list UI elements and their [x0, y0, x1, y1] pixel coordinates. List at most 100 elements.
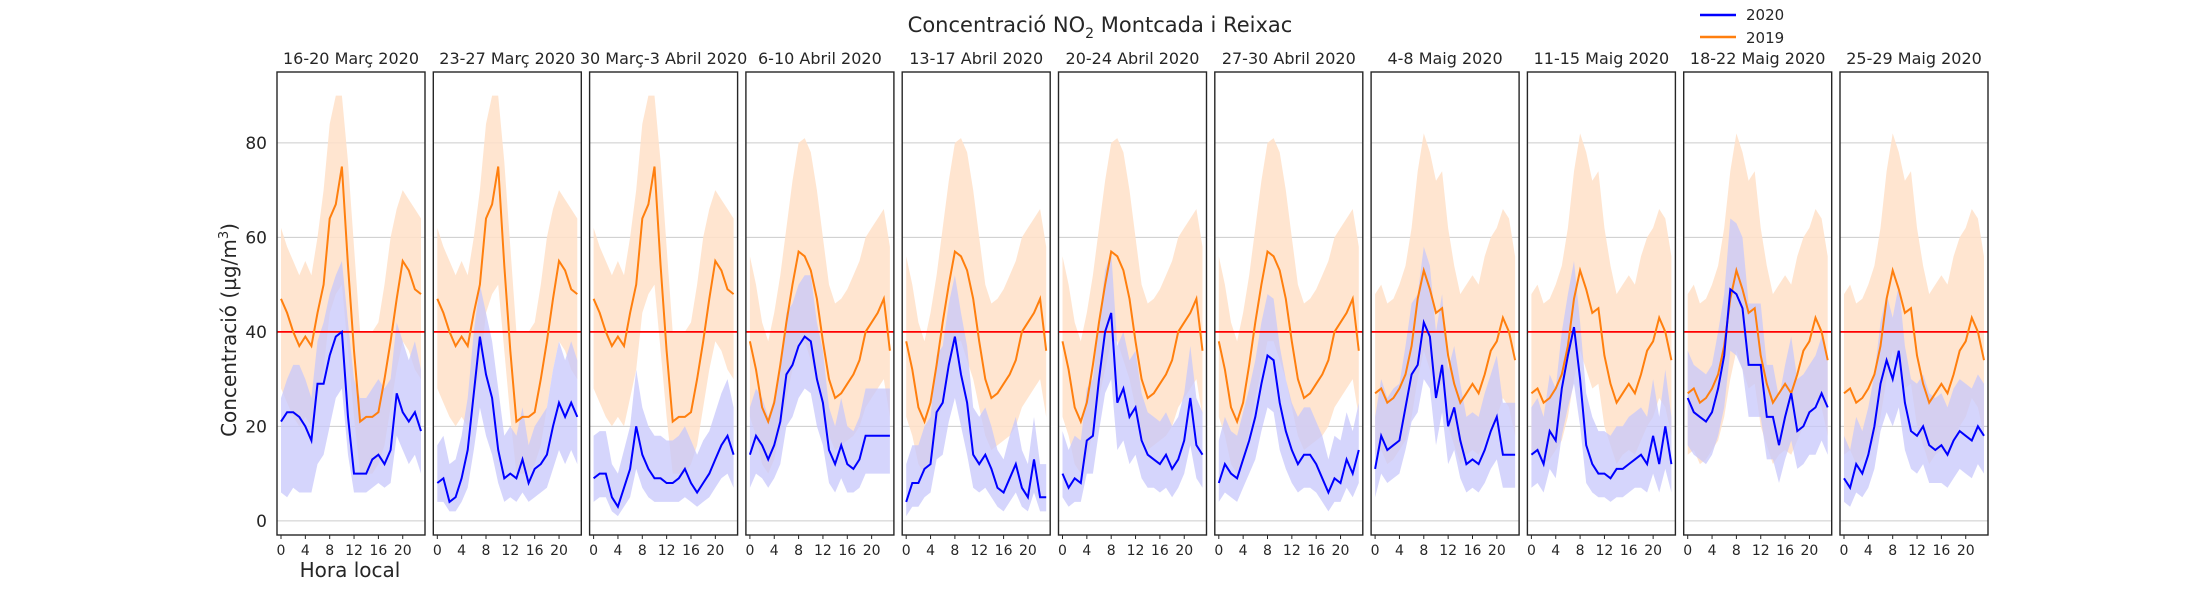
x-tick-label: 0 — [1683, 543, 1692, 559]
band-2020 — [1218, 294, 1359, 512]
series-2019-line — [748, 249, 891, 425]
band-2020 — [281, 261, 421, 498]
x-tick-label: 4 — [1551, 543, 1560, 559]
x-tick-label: 16 — [526, 543, 544, 559]
y-tick-label: 80 — [245, 134, 267, 154]
panel-title: 11-15 Maig 2020 — [1534, 49, 1670, 68]
band-2020 — [906, 275, 1047, 517]
panel-8: 4-8 Maig 2020 0 4 8 12 16 20 — [1370, 49, 1520, 559]
panel-plot-area — [1214, 138, 1363, 512]
series-2019-line — [1217, 249, 1360, 425]
x-tick-label: 12 — [345, 543, 363, 559]
x-tick-label: 12 — [970, 543, 988, 559]
x-tick-label: 12 — [1596, 543, 1614, 559]
band-2020 — [1687, 218, 1828, 483]
x-tick-label: 12 — [1439, 543, 1457, 559]
x-tick-label: 12 — [814, 543, 832, 559]
band-2020 — [437, 284, 578, 512]
x-tick-label: 12 — [658, 543, 676, 559]
panel-title: 27-30 Abril 2020 — [1222, 49, 1356, 68]
panel-9: 11-15 Maig 2020 0 4 8 12 16 20 — [1526, 49, 1677, 559]
x-tick-label: 8 — [638, 543, 647, 559]
x-tick-label: 20 — [1488, 543, 1506, 559]
x-axis-label: Hora local — [300, 558, 401, 582]
panel-5: 13-17 Abril 2020 0 4 8 12 16 20 — [901, 49, 1051, 559]
panel-2: 23-27 Març 2020 0 4 8 12 16 20 — [432, 49, 582, 559]
x-tick-label: 12 — [1283, 543, 1301, 559]
series-2020-line — [280, 329, 422, 475]
legend-label-2019: 2019 — [1746, 29, 1784, 47]
x-tick-label: 16 — [1464, 543, 1482, 559]
panel-plot-area — [277, 95, 425, 498]
series-2020-line — [1374, 318, 1516, 470]
series-2019-line — [592, 166, 735, 424]
x-tick-label: 0 — [433, 543, 442, 559]
panel-frame — [1526, 71, 1677, 536]
x-tick-label: 8 — [325, 543, 334, 559]
x-tick-label: 16 — [1307, 543, 1325, 559]
x-tick-label: 4 — [1708, 543, 1717, 559]
panel-frame — [588, 71, 739, 536]
x-tick-label: 0 — [1527, 543, 1536, 559]
panel-title: 25-29 Maig 2020 — [1846, 49, 1982, 68]
x-tick-label: 16 — [1620, 543, 1638, 559]
series-2019-line — [1530, 266, 1673, 406]
x-tick-label: 20 — [1019, 543, 1037, 559]
panel-plot-area — [433, 95, 582, 512]
series-2019-line — [1061, 249, 1204, 425]
x-tick-label: 16 — [682, 543, 700, 559]
panel-frame — [1370, 71, 1520, 536]
band-2020 — [1375, 246, 1516, 498]
panel-frame — [1057, 71, 1208, 536]
y-axis-label-end: ) — [217, 223, 241, 231]
x-tick-label: 16 — [1776, 543, 1794, 559]
band-2019 — [593, 95, 734, 474]
x-tick-label: 8 — [1419, 543, 1428, 559]
x-tick-label: 16 — [995, 543, 1013, 559]
x-tick-label: 4 — [457, 543, 466, 559]
panel-frame — [1214, 71, 1364, 536]
panel-frame — [1839, 71, 1989, 536]
x-tick-label: 20 — [550, 543, 568, 559]
panel-plot-area — [1058, 138, 1207, 507]
y-tick-label: 0 — [256, 512, 267, 532]
panel-title: 30 Març-3 Abril 2020 — [580, 49, 748, 68]
x-tick-label: 12 — [501, 543, 519, 559]
series-2020-line — [1530, 326, 1673, 480]
series-2020-line — [905, 336, 1047, 503]
series-2020-line — [436, 336, 579, 504]
band-2020 — [593, 369, 734, 517]
series-2019-line — [905, 249, 1048, 425]
panel-title: 16-20 Març 2020 — [283, 49, 419, 68]
x-tick-label: 8 — [1888, 543, 1897, 559]
x-tick-label: 20 — [1801, 543, 1819, 559]
x-tick-label: 20 — [394, 543, 412, 559]
panel-7: 27-30 Abril 2020 0 4 8 12 16 20 — [1214, 49, 1364, 559]
panel-4: 6-10 Abril 2020 0 4 8 12 16 20 — [745, 49, 895, 559]
x-tick-label: 12 — [1127, 543, 1145, 559]
series-2019-line — [1374, 266, 1517, 406]
panel-plot-area — [1840, 133, 1988, 507]
x-tick-label: 0 — [745, 543, 754, 559]
series-2020-line — [1217, 353, 1360, 496]
panel-plot-area — [589, 95, 738, 517]
panel-title: 18-22 Maig 2020 — [1690, 49, 1826, 68]
legend: 2020 2019 — [1700, 6, 1784, 47]
x-tick-label: 20 — [706, 543, 724, 559]
x-tick-label: 0 — [1058, 543, 1067, 559]
chart-title-subscript: 2 — [1085, 26, 1094, 42]
panel-title: 20-24 Abril 2020 — [1066, 49, 1200, 68]
series-2020-line — [592, 426, 735, 510]
series-2020-line — [748, 335, 890, 471]
x-tick-label: 8 — [1107, 543, 1116, 559]
x-tick-label: 0 — [277, 543, 286, 559]
x-tick-label: 4 — [613, 543, 622, 559]
y-tick-label: 60 — [245, 228, 267, 248]
series-2019-line — [1687, 266, 1829, 406]
x-tick-label: 4 — [926, 543, 935, 559]
x-tick-label: 20 — [1644, 543, 1662, 559]
panel-frame — [432, 71, 582, 536]
panel-title: 13-17 Abril 2020 — [909, 49, 1043, 68]
series-2019-line — [436, 166, 578, 424]
